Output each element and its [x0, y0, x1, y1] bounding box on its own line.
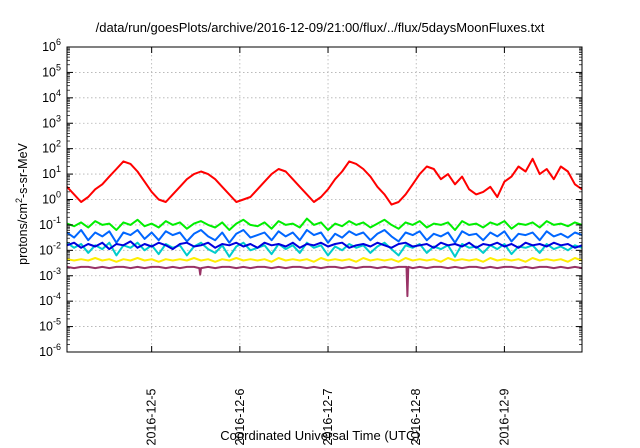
- y-tick-label: 101: [42, 164, 61, 181]
- y-tick-label: 102: [42, 139, 61, 156]
- x-tick-label: 2016-12-8: [409, 388, 423, 445]
- y-tick-label: 10-1: [39, 215, 61, 232]
- series-line-3: [66, 229, 583, 244]
- series-line-6: [66, 257, 583, 263]
- x-tick-label: 2016-12-9: [497, 388, 511, 445]
- series-line-2: [66, 217, 583, 231]
- y-tick-label: 106: [42, 37, 61, 54]
- y-tick-label: 100: [42, 190, 61, 207]
- y-tick-label: 10-6: [39, 342, 61, 359]
- grid-lines: [67, 47, 582, 352]
- x-axis-label: Coordinated Universal Time (UTC): [220, 428, 420, 443]
- series-line-5: [66, 240, 583, 251]
- y-tick-label: 103: [42, 113, 61, 130]
- x-tick-label: 2016-12-7: [321, 388, 335, 445]
- x-tick-labels: 2016-12-5 2016-12-6 2016-12-7 2016-12-8 2016…: [145, 388, 512, 445]
- x-tick-label: 2016-12-6: [233, 388, 247, 445]
- series-line-7: [66, 265, 583, 298]
- y-tick-labels: 10-6 10-5 10-4 10-3 10-2 10-1 100 101 102 103 104 1…: [39, 37, 61, 359]
- axis-ticks: [67, 46, 582, 353]
- y-tick-label: 104: [42, 88, 61, 105]
- series-line-1: [66, 157, 583, 206]
- series-lines: [66, 157, 583, 298]
- y-tick-label: 10-3: [39, 266, 61, 283]
- y-tick-label: 10-4: [39, 291, 61, 308]
- y-tick-label: 105: [42, 62, 61, 79]
- chart-title: /data/run/goesPlots/archive/2016-12-09/2…: [95, 20, 545, 35]
- y-tick-label: 10-2: [39, 240, 61, 257]
- y-tick-label: 10-5: [39, 317, 61, 334]
- x-tick-label: 2016-12-5: [145, 388, 159, 445]
